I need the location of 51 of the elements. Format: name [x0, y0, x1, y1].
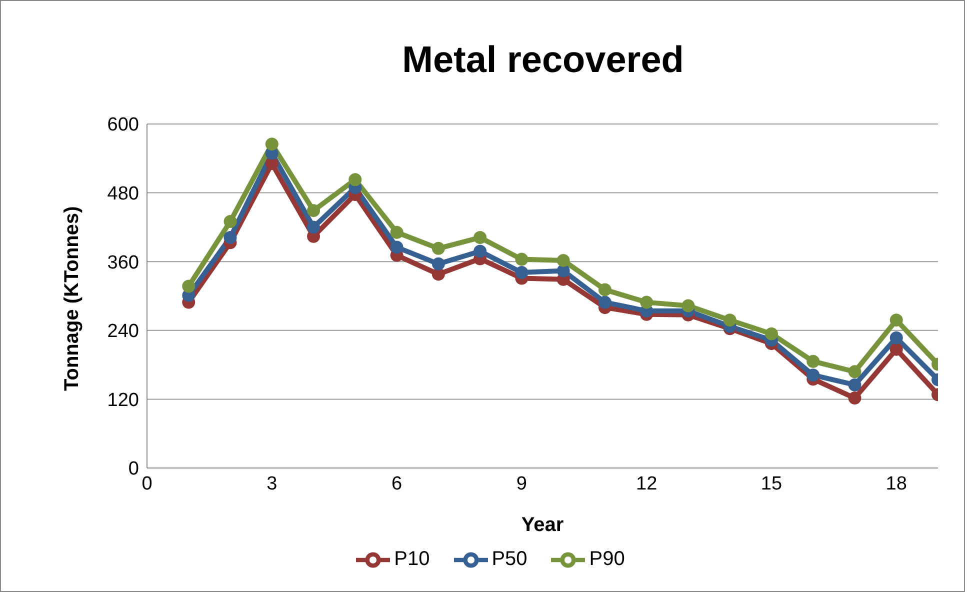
legend-label: P50 — [492, 548, 528, 570]
y-tick-label: 120 — [107, 390, 139, 411]
point — [390, 226, 404, 239]
point — [224, 214, 237, 228]
point — [806, 354, 820, 368]
point — [432, 242, 445, 255]
point — [848, 365, 862, 378]
point — [848, 392, 862, 405]
y-tick-label: 600 — [107, 114, 139, 136]
legend-label: P90 — [589, 548, 625, 570]
point — [265, 138, 278, 151]
point — [474, 231, 487, 244]
point — [806, 368, 820, 382]
point — [307, 220, 320, 234]
x-tick-label: 3 — [266, 473, 278, 494]
point — [515, 266, 528, 279]
point — [723, 314, 736, 327]
chart-title: Metal recovered — [401, 39, 685, 81]
point — [556, 254, 570, 267]
point — [640, 296, 654, 309]
y-axis-title: Tonnage (KTonnes) — [61, 206, 84, 391]
point — [224, 231, 237, 244]
point — [890, 314, 903, 327]
point — [515, 252, 528, 266]
x-tick-label: 18 — [886, 473, 907, 494]
point — [598, 296, 612, 309]
x-tick-label: 9 — [516, 473, 527, 494]
point — [764, 327, 778, 340]
point — [474, 244, 487, 258]
point — [390, 240, 404, 254]
point — [348, 173, 362, 186]
legend-label: P10 — [394, 548, 430, 570]
x-tick-label: 15 — [760, 473, 782, 494]
x-tick-label: 6 — [392, 473, 402, 494]
point — [182, 280, 196, 293]
point — [848, 378, 862, 392]
y-tick-label: 360 — [107, 252, 139, 274]
x-axis-title: Year — [521, 514, 564, 536]
x-tick-label: 12 — [636, 473, 658, 494]
point — [307, 204, 320, 218]
point — [890, 331, 903, 344]
x-tick-label: 0 — [142, 473, 152, 494]
point — [890, 342, 903, 356]
point — [265, 157, 278, 170]
y-tick-label: 0 — [128, 458, 139, 480]
point — [682, 299, 695, 312]
y-tick-label: 480 — [107, 184, 139, 205]
point — [432, 257, 445, 270]
y-tick-label: 240 — [107, 321, 139, 342]
point — [598, 283, 612, 296]
point — [556, 264, 570, 278]
